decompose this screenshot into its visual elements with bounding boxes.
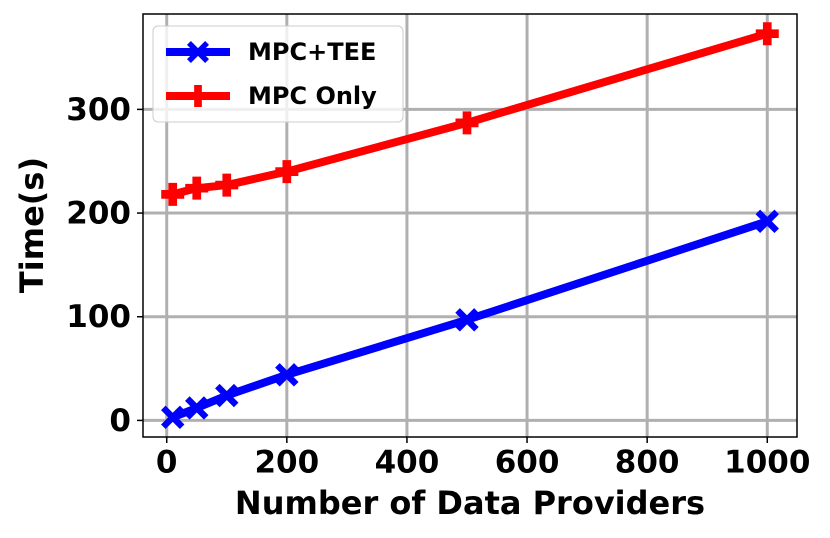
- marker: [185, 176, 209, 200]
- axes-frame: [142, 13, 798, 438]
- y-tick-label: 300: [66, 92, 131, 128]
- legend: MPC+TEE MPC Only: [152, 25, 404, 123]
- x-tick-label: 800: [615, 445, 680, 481]
- plot: [161, 22, 779, 430]
- x-tick-label: 0: [156, 445, 178, 481]
- y-tick-label: 100: [66, 299, 131, 335]
- y-tick-label: 0: [109, 403, 131, 439]
- marker: [185, 396, 209, 420]
- x-axis-label: Number of Data Providers: [235, 484, 705, 522]
- x-tick-label: 200: [254, 445, 319, 481]
- marker: [455, 111, 479, 135]
- x-tick-label: 600: [495, 445, 560, 481]
- marker: [455, 308, 479, 332]
- legend-label: MPC Only: [248, 82, 377, 110]
- marker: [215, 383, 239, 408]
- marker: [275, 160, 299, 184]
- x-tick-label: 400: [375, 445, 440, 481]
- marker: [755, 209, 779, 234]
- legend-marker: [187, 41, 209, 63]
- marker: [215, 173, 239, 197]
- x-tick-label: 1000: [724, 445, 810, 481]
- marker: [275, 363, 299, 387]
- y-tick-label: 200: [66, 196, 131, 232]
- marker: [161, 182, 185, 206]
- marker: [161, 405, 185, 430]
- legend-marker: [187, 85, 209, 107]
- legend-label: MPC+TEE: [248, 38, 376, 66]
- y-axis-label: Time(s): [13, 157, 51, 293]
- marker: [755, 22, 779, 46]
